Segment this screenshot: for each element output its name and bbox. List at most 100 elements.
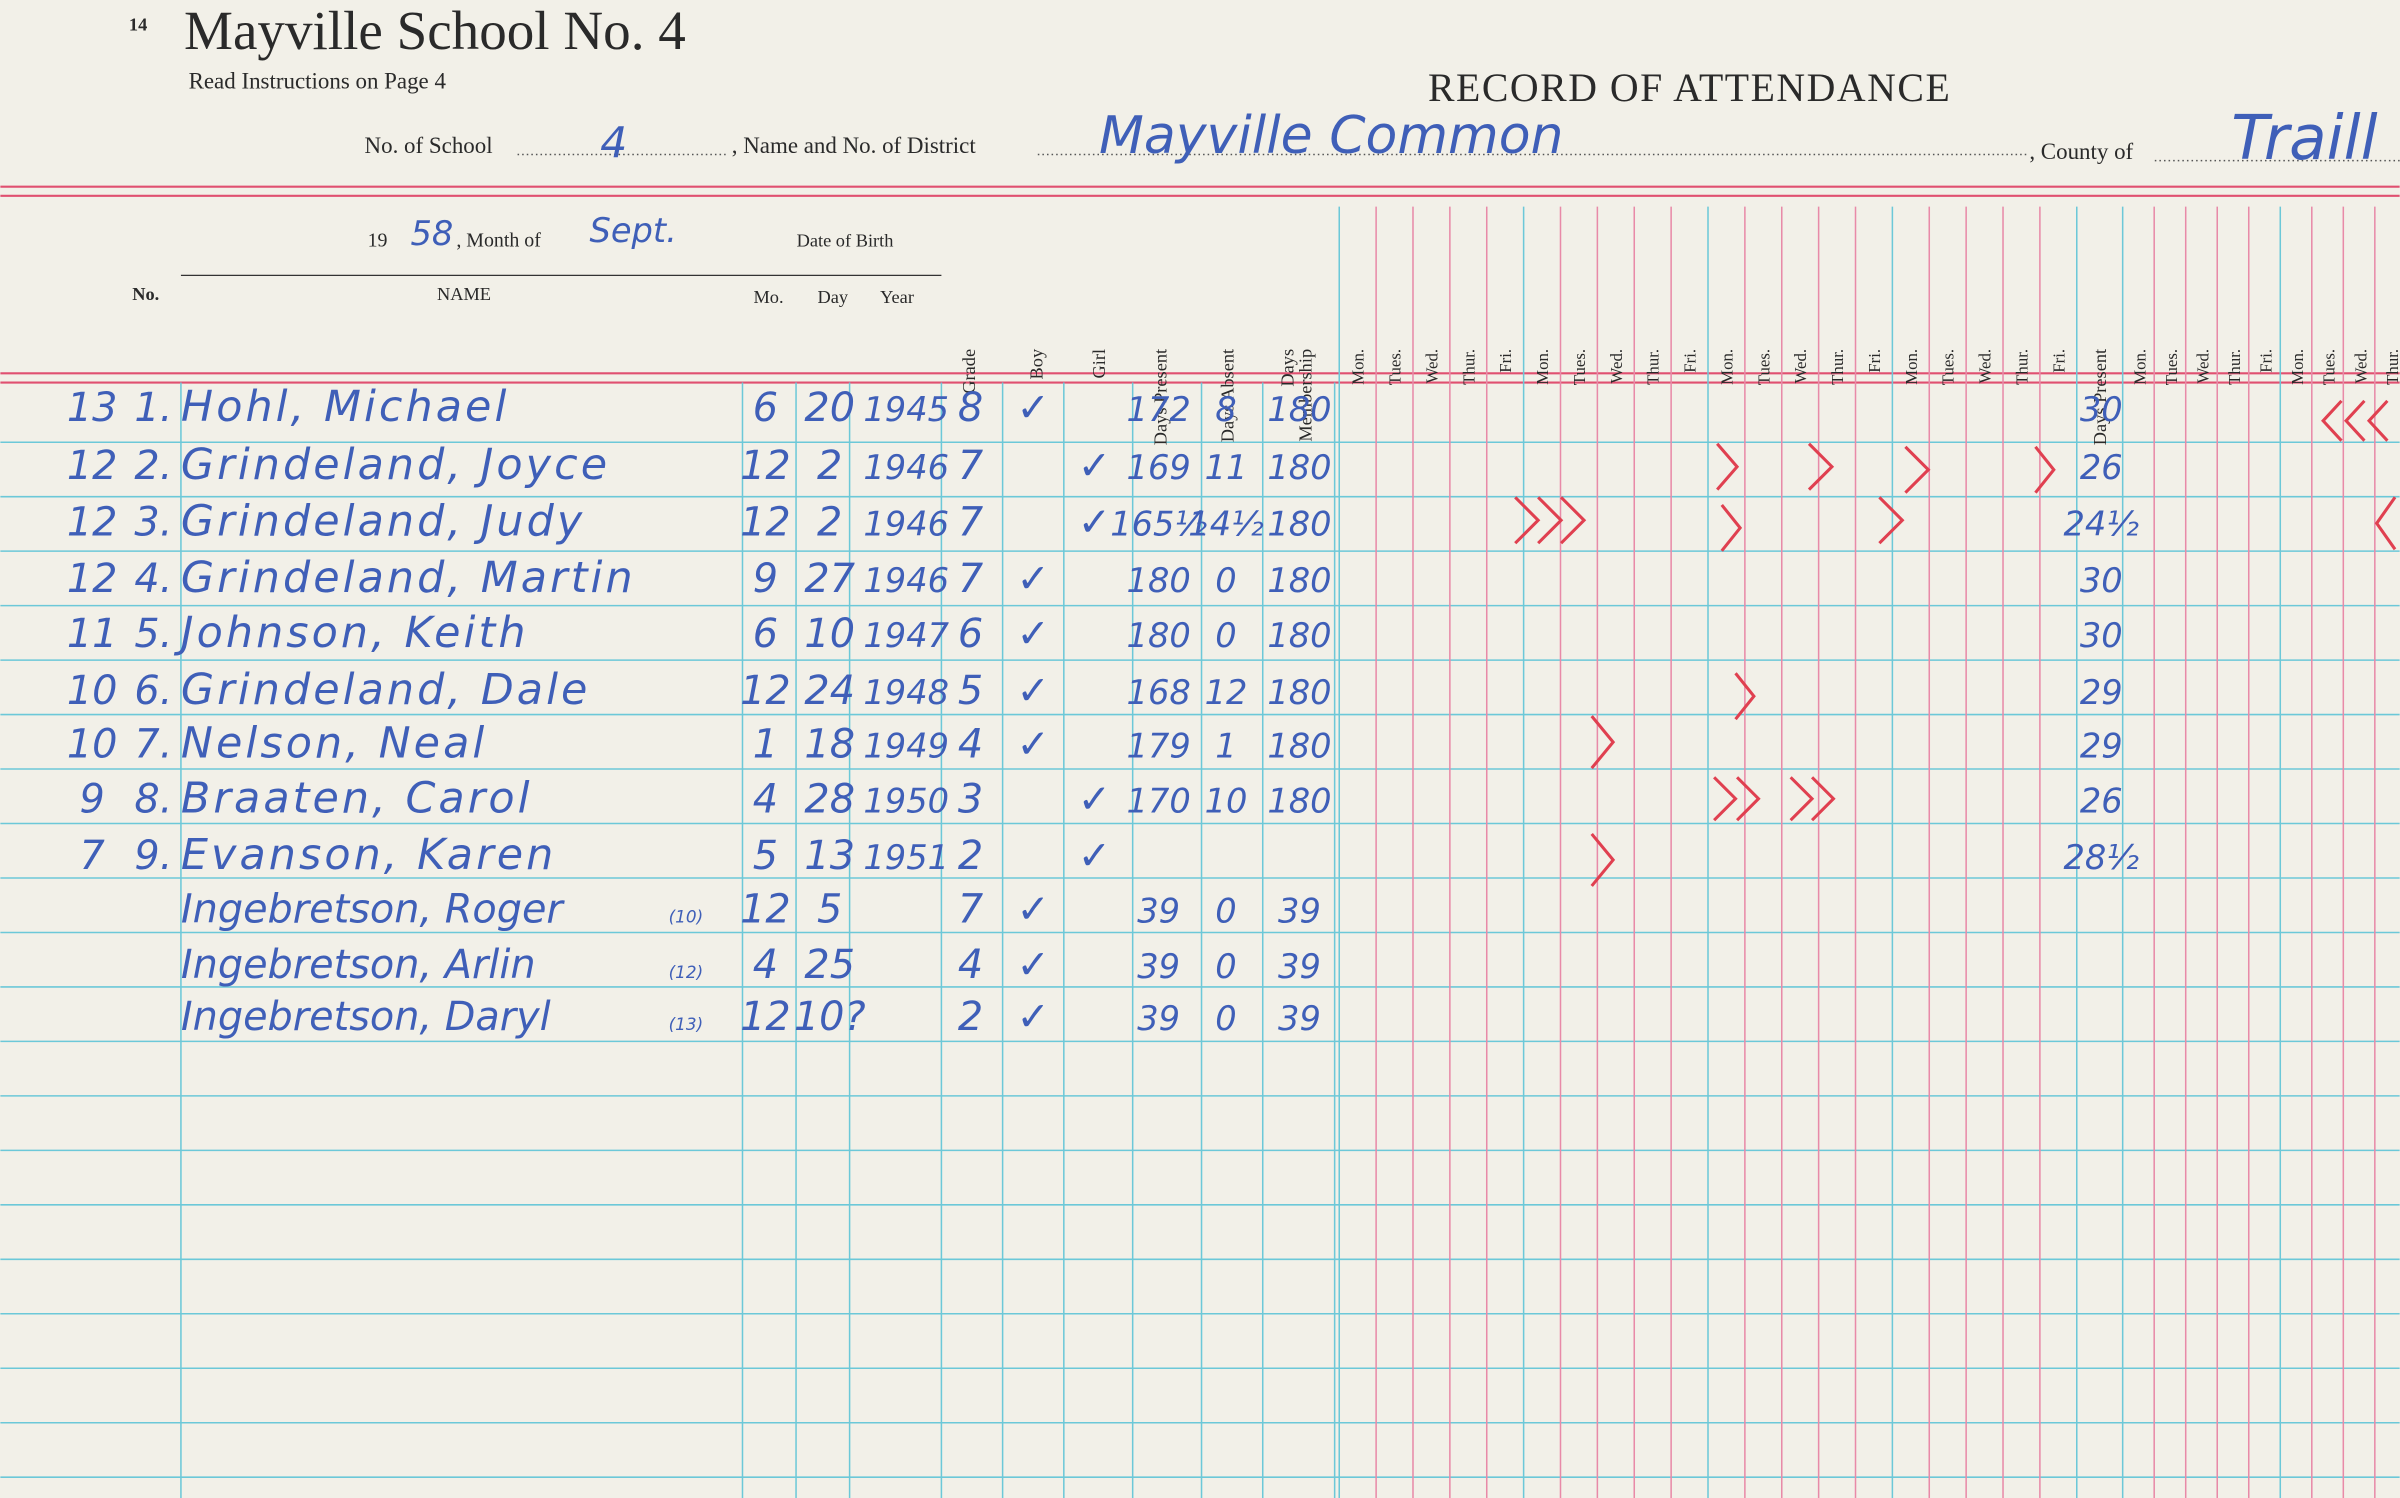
month-present: 26 [2080, 782, 2123, 821]
present: 179 [1127, 726, 1191, 765]
no: 6. [134, 668, 172, 714]
boy: ✓ [1017, 887, 1050, 933]
attendance-marks [1514, 399, 2397, 887]
absence-mark [2366, 399, 2389, 442]
grade: 3 [958, 777, 983, 823]
boy: ✓ [1017, 611, 1050, 657]
weekday-label: Fri. [2049, 349, 2068, 373]
weekday-label: Mon. [1533, 349, 1552, 385]
absence-mark [1713, 776, 1738, 822]
no: 9. [134, 833, 172, 879]
column-header: Year [880, 287, 914, 307]
day: 5 [817, 887, 842, 933]
age: 12 [67, 500, 118, 546]
month-present: 30 [2080, 616, 2123, 655]
year: 1945 [863, 390, 949, 429]
county: Traill [2231, 103, 2377, 174]
mo: 1 [753, 721, 778, 767]
weekday-label: Tues. [1939, 349, 1958, 385]
mo: 12 [740, 994, 791, 1040]
column-header: Girl [1089, 349, 1109, 379]
absence-mark [1734, 672, 1756, 721]
weekday-label: Wed. [1976, 349, 1995, 384]
mo: 12 [740, 668, 791, 714]
absent: 11 [1205, 448, 1248, 487]
weekday-label: Thur. [1459, 349, 1478, 385]
absent: 12 [1205, 673, 1248, 712]
weekday-label: Mon. [1349, 349, 1368, 385]
name: Grindeland, Joyce [181, 440, 610, 490]
boy: ✓ [1017, 385, 1050, 431]
weekday-label: Tues. [1386, 349, 1405, 385]
absence-mark [1590, 715, 1616, 770]
absent: 0 [1215, 947, 1236, 986]
age: 9 [80, 777, 105, 823]
weekday-label: Fri. [1865, 349, 1884, 373]
month-present: 24½ [2064, 505, 2140, 544]
absent: 10 [1205, 782, 1248, 821]
absent: 14½ [1188, 505, 1264, 544]
weekday-label: Thur. [2225, 349, 2244, 385]
district-label: , Name and No. of District [732, 133, 977, 158]
weekday-label: Wed. [1791, 349, 1810, 384]
absence-mark [1590, 832, 1616, 887]
month-present: 30 [2080, 390, 2123, 429]
grade: 2 [958, 833, 983, 879]
column-header: Mo. [753, 287, 783, 307]
name: Evanson, Karen [181, 830, 556, 880]
year: 58 [410, 214, 453, 253]
grade: 4 [958, 942, 983, 988]
name: Johnson, Keith [173, 608, 529, 658]
page-number: 14 [129, 15, 147, 35]
name: Nelson, Neal [181, 718, 487, 768]
age: 12 [67, 443, 118, 489]
present: 180 [1127, 561, 1191, 600]
year: 1946 [863, 505, 949, 544]
weekday-label: Fri. [1681, 349, 1700, 373]
day: 2 [817, 500, 842, 546]
month-present: 29 [2080, 673, 2123, 712]
membership: 180 [1267, 505, 1331, 544]
absence-mark [1789, 776, 1815, 822]
column-header: No. [132, 284, 159, 304]
absent: 8 [1215, 390, 1236, 429]
name: Ingebretson, Roger [181, 887, 565, 933]
note: (10) [669, 907, 704, 927]
girl: ✓ [1078, 777, 1111, 823]
weekday-label: Mon. [1717, 349, 1736, 385]
absence-mark [2034, 445, 2056, 494]
name: Ingebretson, Arlin [181, 942, 536, 988]
grade: 2 [958, 994, 983, 1040]
no: 1. [134, 385, 172, 431]
day: 24 [804, 668, 855, 714]
absence-mark [2374, 496, 2397, 551]
absent: 0 [1215, 892, 1236, 931]
column-header: Date of Birth [797, 230, 894, 250]
membership: 180 [1267, 390, 1331, 429]
weekday-label: Mon. [2131, 349, 2150, 385]
grade: 7 [958, 500, 983, 546]
present: 169 [1127, 448, 1191, 487]
mo: 6 [753, 385, 778, 431]
absence-mark [1735, 776, 1761, 822]
day: 10 [804, 611, 855, 657]
present: 39 [1137, 892, 1180, 931]
absent: 1 [1215, 726, 1236, 765]
membership: 180 [1267, 726, 1331, 765]
girl: ✓ [1078, 443, 1111, 489]
note: (12) [669, 962, 704, 982]
district: Mayville Common [1099, 106, 1563, 166]
grade: 5 [958, 668, 983, 714]
day: 25 [804, 942, 855, 988]
grade: 7 [958, 887, 983, 933]
age: 12 [67, 556, 118, 602]
membership: 180 [1267, 561, 1331, 600]
day: 13 [804, 833, 855, 879]
weekday-label: Mon. [2288, 349, 2307, 385]
county-label: , County of [2029, 139, 2133, 164]
year: 1950 [863, 782, 949, 821]
year: 1948 [863, 673, 949, 712]
page-title: Mayville School No. 4 [184, 0, 686, 61]
column-header: Days [1277, 349, 1297, 387]
